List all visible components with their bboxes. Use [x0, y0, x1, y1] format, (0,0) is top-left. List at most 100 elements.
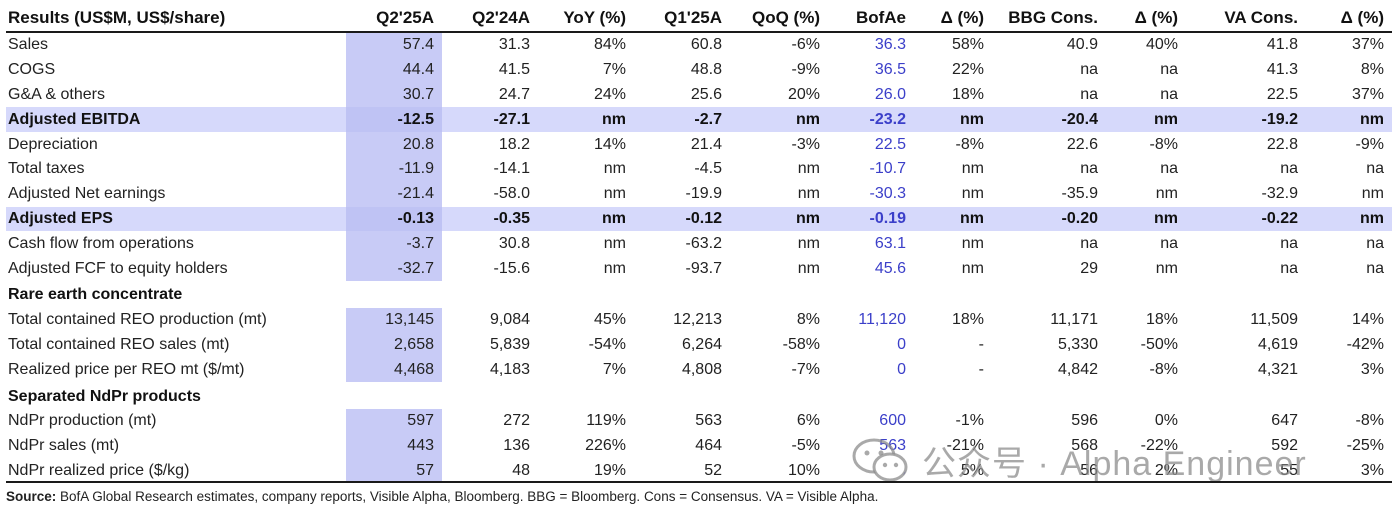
- table-cell: 7%: [602, 61, 626, 79]
- table-cell: nm: [1106, 107, 1186, 133]
- table-cell: 21.4: [690, 135, 722, 153]
- table-cell: 4,183: [489, 360, 530, 378]
- table-cell: -10.7: [869, 160, 906, 178]
- table-cell: 0: [897, 360, 906, 378]
- table-cell: 24%: [593, 85, 626, 103]
- table-row: Total contained REO sales (mt) 2,658 5,839…: [6, 332, 1392, 358]
- table-cell: 22.5: [1266, 85, 1298, 103]
- table-cell: na: [1366, 234, 1384, 252]
- table-cell: -8%: [1355, 412, 1384, 430]
- table-cell: 13,145: [346, 307, 442, 333]
- table-cell: 4,619: [1257, 335, 1298, 353]
- table-cell: 0: [897, 335, 906, 353]
- table-cell: 4,321: [1257, 360, 1298, 378]
- table-cell: 24.7: [498, 85, 530, 103]
- table-cell: 22%: [951, 61, 984, 79]
- table-cell: 8%: [796, 311, 820, 329]
- table-cell: na: [1080, 234, 1098, 252]
- table-cell: -7%: [791, 360, 820, 378]
- table-cell: 60.8: [690, 36, 722, 54]
- table-cell: 12,213: [673, 311, 722, 329]
- table-row: Depreciation 20.8 18.2 14% 21.4 -3% 22.5 -8% 22.…: [6, 132, 1392, 157]
- table-cell: 2,658: [346, 332, 442, 358]
- table-cell: 18.2: [498, 135, 530, 153]
- table-cell: na: [1280, 160, 1298, 178]
- table-cell: -32.9: [1261, 185, 1298, 203]
- source-text: BofA Global Research estimates, company …: [56, 489, 879, 504]
- column-header: Q2'25A: [346, 4, 442, 33]
- table-cell: -35.9: [1061, 185, 1098, 203]
- table-cell: 22.8: [1266, 135, 1298, 153]
- table-cell: -0.12: [634, 206, 730, 232]
- table-cell: 84%: [593, 36, 626, 54]
- table-cell: 563: [695, 412, 722, 430]
- table-cell: na: [1080, 85, 1098, 103]
- table-cell: -63.2: [685, 234, 722, 252]
- table-cell: nm: [961, 234, 984, 252]
- table-row: NdPr sales (mt) 443 136 226% 464 -5% 563 -21% 56…: [6, 433, 1392, 459]
- table-cell: 22.6: [1066, 135, 1098, 153]
- table-cell: -12.5: [346, 107, 442, 133]
- table-cell: 592: [1271, 437, 1298, 455]
- table-cell: nm: [1306, 206, 1392, 232]
- table-cell: -30.3: [869, 185, 906, 203]
- table-cell: na: [1280, 234, 1298, 252]
- table-cell: nm: [797, 259, 820, 277]
- column-header: BBG Cons.: [992, 4, 1106, 33]
- table-cell: 36.3: [874, 36, 906, 54]
- table-cell: -15.6: [493, 259, 530, 277]
- table-row: Realized price per REO mt ($/mt) 4,468 4,1…: [6, 357, 1392, 383]
- table-cell: 647: [1271, 412, 1298, 430]
- table-cell: 6%: [796, 412, 820, 430]
- table-cell: -11.9: [346, 156, 442, 182]
- table-cell: na: [1366, 259, 1384, 277]
- table-cell: nm: [603, 185, 626, 203]
- table-cell: nm: [1155, 185, 1178, 203]
- table-row: Cash flow from operations -3.7 30.8 nm -63.2…: [6, 231, 1392, 257]
- table-cell: nm: [961, 160, 984, 178]
- table-cell: -93.7: [685, 259, 722, 277]
- table-cell: 563: [879, 437, 906, 455]
- table-cell: 36.5: [874, 61, 906, 79]
- table-row: Adjusted EBITDA -12.5 -27.1 nm -2.7 nm -23.2 nm…: [6, 107, 1392, 133]
- table-cell: -0.19: [828, 206, 914, 232]
- table-cell: 55: [1280, 461, 1298, 479]
- table-cell: -6%: [791, 36, 820, 54]
- row-label: Adjusted Net earnings: [8, 185, 166, 203]
- table-cell: na: [1366, 160, 1384, 178]
- table-cell: 5,330: [1057, 335, 1098, 353]
- table-cell: -21%: [946, 437, 984, 455]
- column-header: Q1'25A: [634, 4, 730, 33]
- table-cell: 18%: [951, 85, 984, 103]
- table-cell: -3.7: [346, 231, 442, 257]
- column-header: YoY (%): [538, 4, 634, 33]
- table-cell: 58%: [951, 36, 984, 54]
- table-cell: -0.20: [992, 206, 1106, 232]
- table-cell: 568: [1071, 437, 1098, 455]
- table-cell: 443: [346, 433, 442, 459]
- results-table: Results (US$M, US$/share) Q2'25A Q2'24A YoY…: [6, 4, 1392, 484]
- table-cell: na: [1080, 61, 1098, 79]
- table-cell: -42%: [1346, 335, 1384, 353]
- table-cell: -8%: [1149, 135, 1178, 153]
- table-cell: 18%: [951, 311, 984, 329]
- table-cell: 30.8: [498, 234, 530, 252]
- table-cell: 29: [1080, 259, 1098, 277]
- table-cell: 52: [704, 461, 722, 479]
- table-cell: 4,808: [681, 360, 722, 378]
- table-cell: 41.8: [1266, 36, 1298, 54]
- table-cell: 22.5: [874, 135, 906, 153]
- row-label: Total taxes: [8, 160, 85, 178]
- table-cell: na: [1160, 160, 1178, 178]
- table-cell: 6,264: [681, 335, 722, 353]
- row-label: Adjusted EPS: [6, 206, 346, 232]
- results-table-container: Results (US$M, US$/share) Q2'25A Q2'24A YoY…: [6, 4, 1392, 484]
- table-body: Sales 57.4 31.3 84% 60.8 -6% 36.3 58% 40.9 40% 41.…: [6, 32, 1392, 484]
- table-cell: nm: [1106, 206, 1186, 232]
- table-cell: nm: [961, 259, 984, 277]
- column-header: QoQ (%): [730, 4, 828, 33]
- table-cell: na: [1080, 160, 1098, 178]
- table-cell: nm: [1155, 259, 1178, 277]
- row-label: Total contained REO production (mt): [8, 311, 267, 329]
- table-cell: 41.5: [498, 61, 530, 79]
